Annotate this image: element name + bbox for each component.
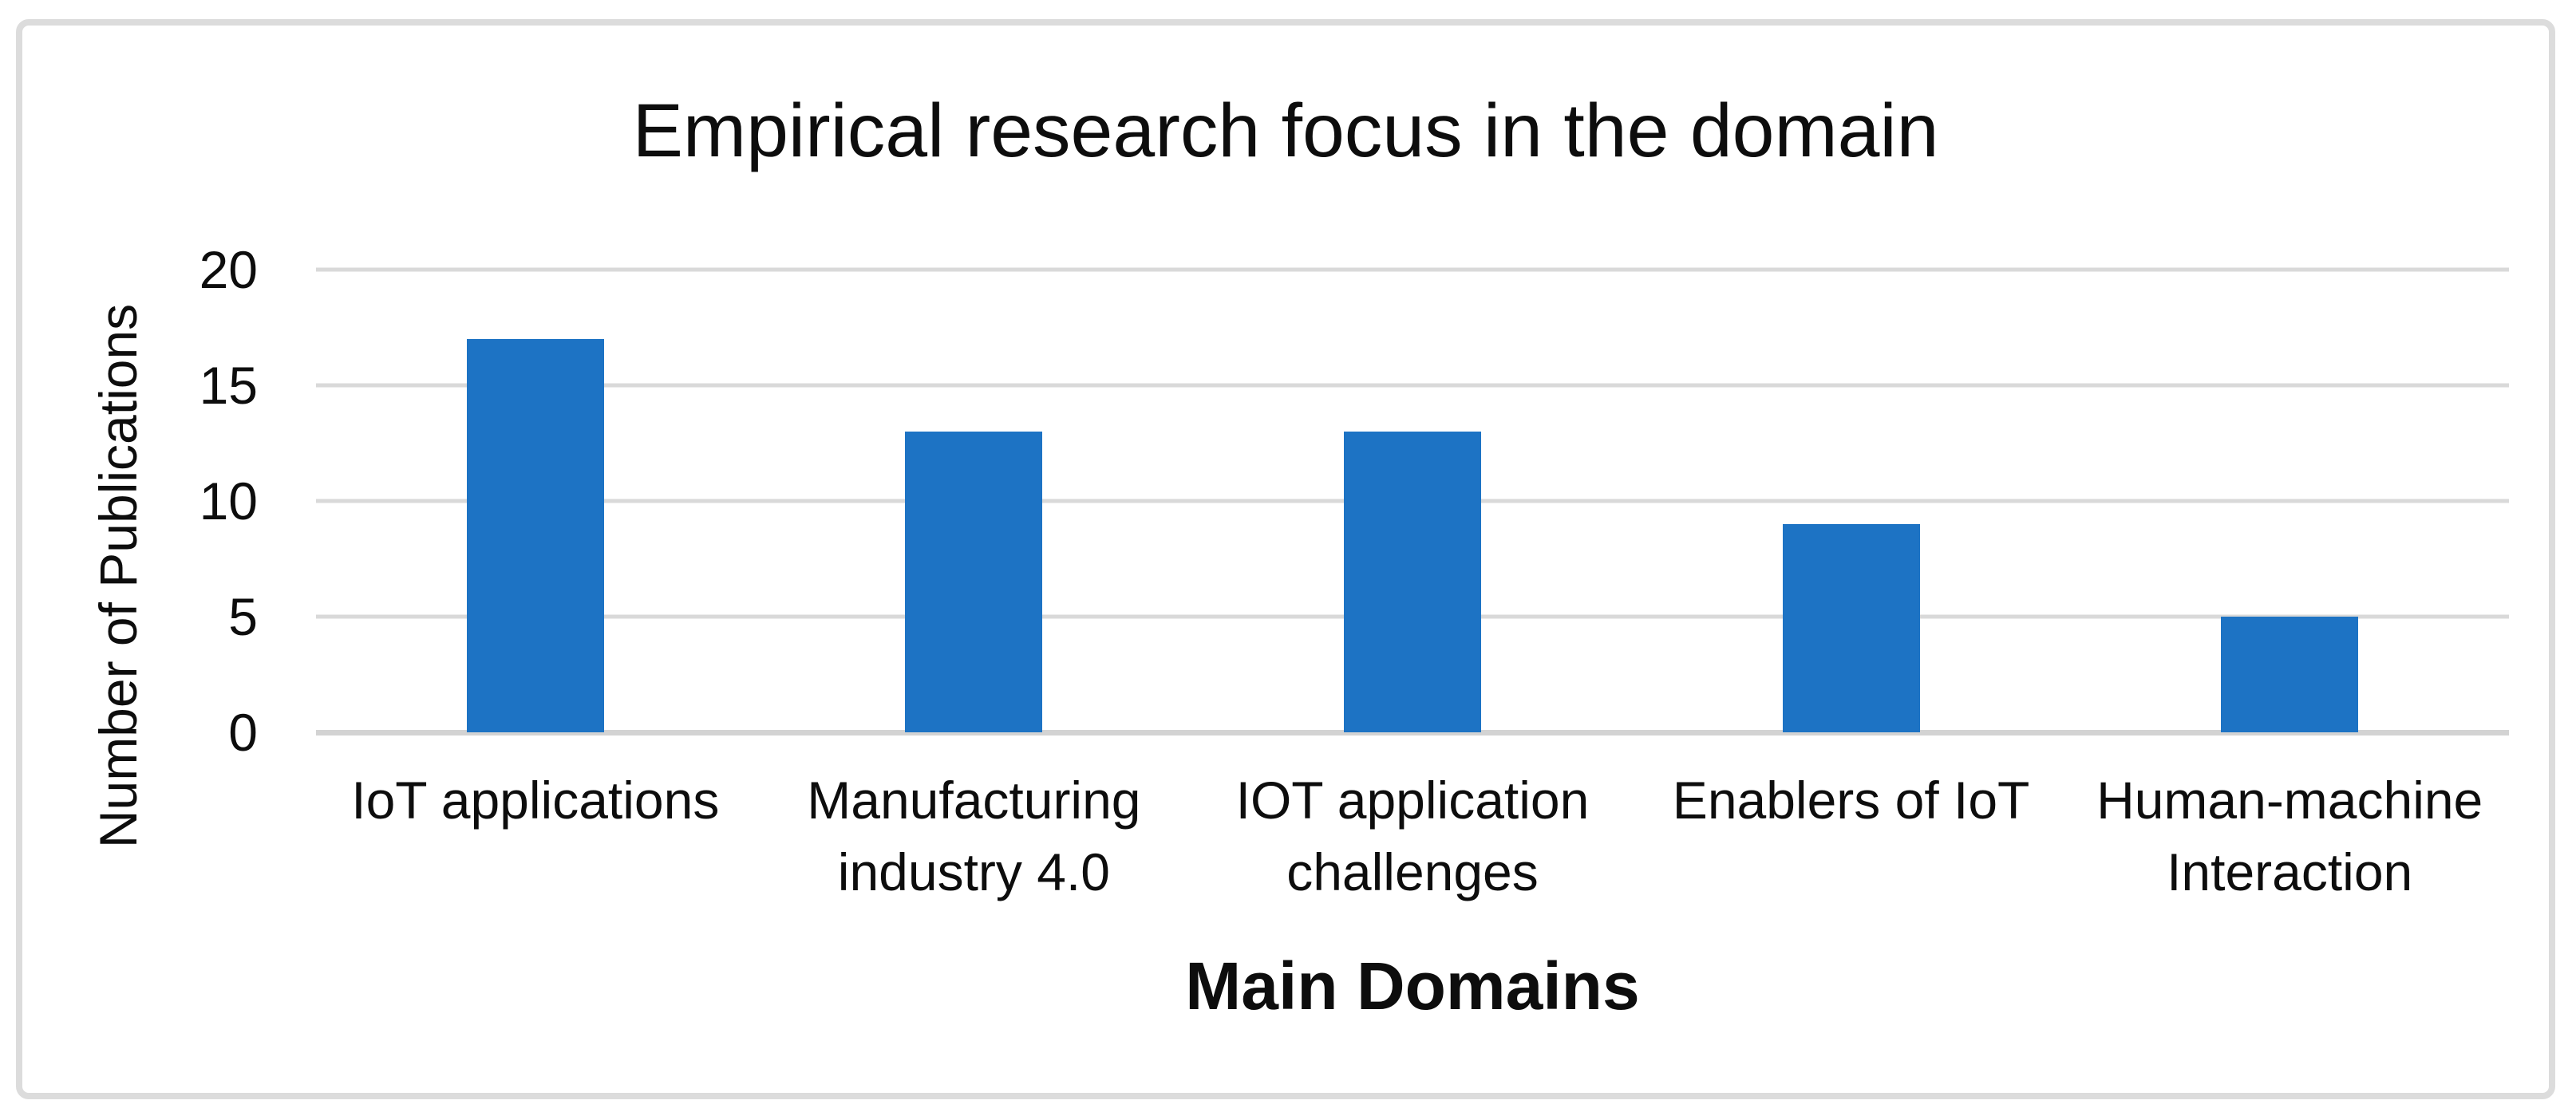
plot-area (316, 267, 2509, 735)
y-tick-label-10: 10 (199, 471, 258, 530)
y-tick-label-20: 20 (199, 240, 258, 299)
bar-4 (2221, 617, 2359, 732)
bar-slot-3 (1632, 270, 2071, 732)
bar-1 (905, 432, 1043, 732)
y-tick-label-0: 0 (228, 703, 258, 762)
x-axis-category-labels: IoT applications Manufacturing industry 4… (316, 764, 2509, 908)
x-category-label-0: IoT applications (351, 771, 720, 830)
bar-slot-1 (755, 270, 1194, 732)
bar-slot-2 (1193, 270, 1632, 732)
bar-0 (466, 339, 604, 732)
x-axis-title: Main Domains (1185, 948, 1640, 1023)
chart-title: Empirical research focus in the domain (632, 89, 1939, 173)
gridline-15 (316, 383, 2509, 388)
x-category-label-1: Manufacturing industry 4.0 (807, 771, 1141, 901)
x-axis-line (316, 730, 2509, 735)
x-category-label-2: IOT application challenges (1235, 771, 1590, 901)
x-category-label-4: Human-machine Interaction (2096, 771, 2483, 901)
y-tick-label-15: 15 (199, 356, 258, 415)
y-axis-tick-labels: 0 5 10 15 20 (0, 243, 258, 759)
x-category-label-3: Enablers of IoT (1672, 771, 2030, 830)
bar-slot-0 (316, 270, 755, 732)
bar-3 (1782, 524, 1920, 732)
bar-2 (1343, 432, 1481, 732)
y-tick-label-5: 5 (228, 587, 258, 646)
gridline-20 (316, 267, 2509, 272)
bar-series (316, 270, 2509, 732)
chart-border (16, 19, 2555, 1099)
bar-slot-4 (2070, 270, 2509, 732)
